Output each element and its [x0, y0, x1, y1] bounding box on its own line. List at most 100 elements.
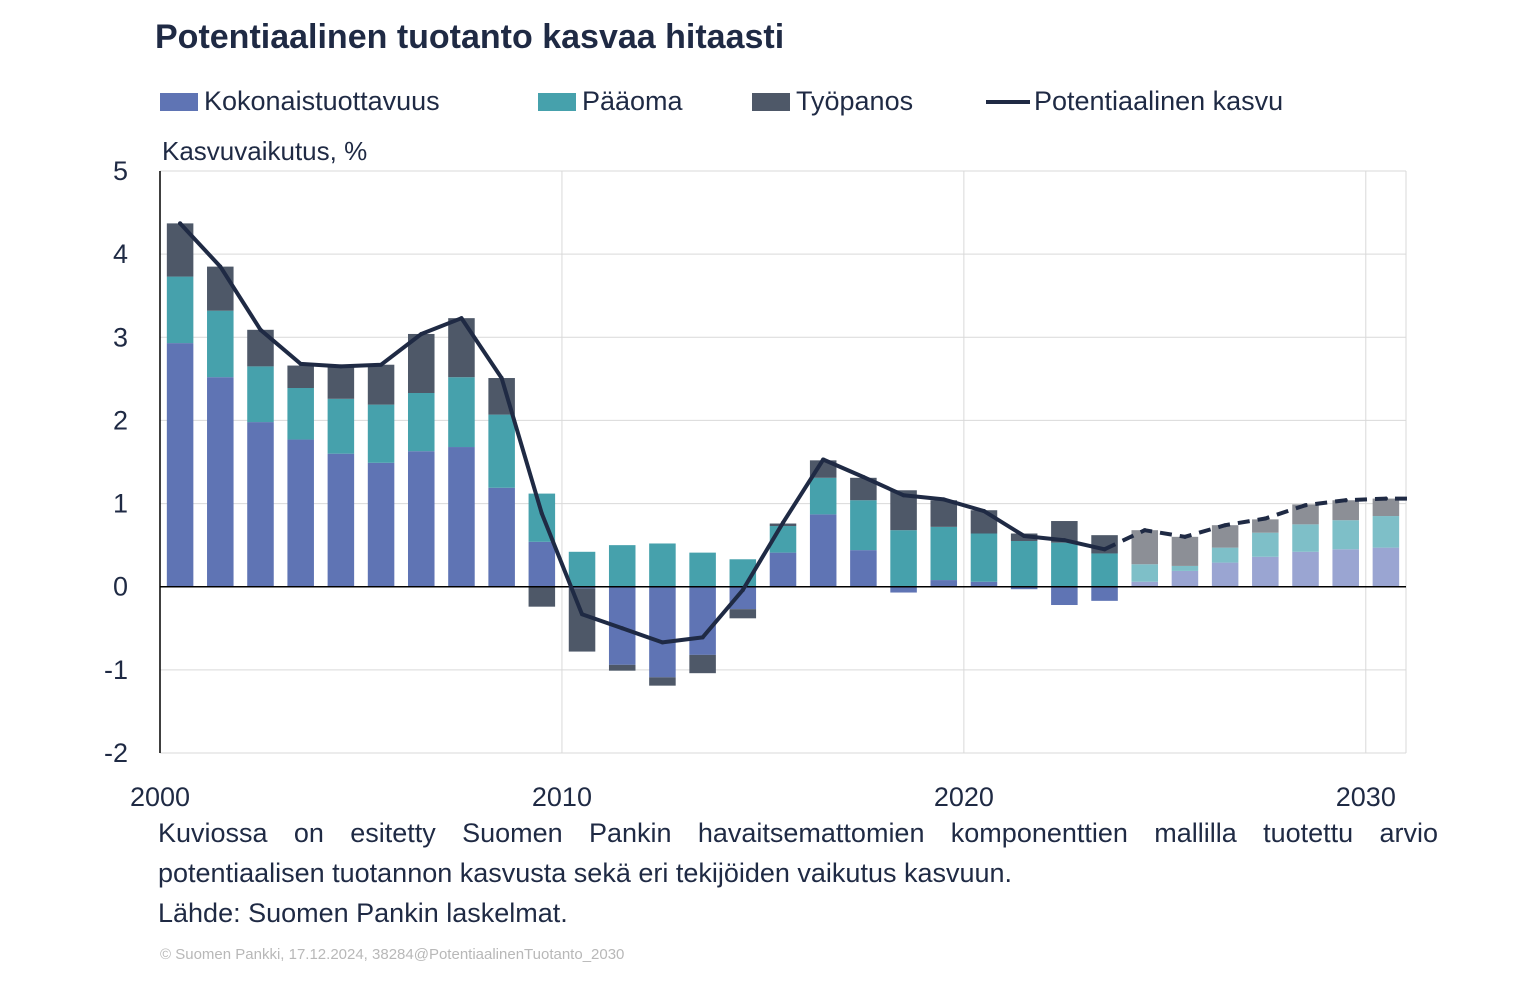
potential-growth-point	[861, 474, 866, 479]
potential-growth-point	[901, 493, 906, 498]
bar-tfp	[327, 453, 355, 587]
potential-growth-line	[178, 221, 1107, 645]
y-tick-label: 3	[113, 322, 128, 352]
bar-tfp	[809, 514, 837, 587]
bar-tfp-forecast	[1332, 549, 1359, 587]
legend-swatch-capital	[538, 92, 576, 111]
bar-capital	[287, 388, 314, 440]
y-tick-label: 0	[113, 572, 128, 602]
potential-growth-point	[1062, 538, 1067, 543]
bar-labour	[689, 654, 716, 674]
potential-growth-point	[620, 626, 625, 631]
bar-capital	[488, 414, 515, 488]
potential-growth-point	[379, 362, 384, 367]
legend-label-tfp: Kokonaistuottavuus	[204, 86, 440, 116]
y-tick-label: 1	[113, 489, 128, 519]
bar-tfp	[287, 439, 314, 587]
bar-tfp	[166, 343, 194, 587]
bar-tfp-forecast	[1131, 581, 1159, 587]
bar-tfp	[890, 586, 917, 593]
potential-growth-point	[298, 361, 303, 366]
bar-capital	[608, 545, 636, 587]
legend-item-capital: Pääoma	[538, 86, 683, 117]
bar-capital-forecast	[1171, 565, 1199, 571]
copyright-note: © Suomen Pankki, 17.12.2024, 38284@Poten…	[160, 946, 625, 963]
legend-label-labour: Työpanos	[796, 86, 914, 116]
bar-capital	[1091, 553, 1118, 587]
bar-capital	[448, 377, 475, 448]
potential-growth-point	[781, 520, 785, 525]
bar-capital	[890, 530, 917, 587]
legend: Kokonaistuottavuus Pääoma Työpanos Poten…	[0, 86, 1525, 120]
potential-growth-point	[660, 640, 665, 645]
y-tick-label: -1	[104, 655, 128, 685]
potential-growth-point	[941, 497, 946, 502]
y-tick-label: 2	[113, 405, 128, 435]
potential-growth-point	[580, 612, 585, 617]
y-tick-label: 4	[113, 239, 128, 269]
potential-growth-point	[1263, 516, 1268, 521]
bar-capital	[207, 310, 234, 378]
legend-item-potential: Potentiaalinen kasvu	[986, 86, 1283, 117]
potential-growth-point	[700, 635, 705, 640]
bar-tfp	[448, 447, 475, 587]
potential-growth-point	[499, 376, 504, 381]
bar-labour	[970, 510, 998, 534]
x-tick-label: 2030	[1336, 782, 1396, 812]
bar-tfp-forecast	[1252, 556, 1279, 587]
bar-labour	[649, 677, 676, 686]
legend-label-potential: Potentiaalinen kasvu	[1034, 86, 1284, 116]
bar-tfp	[689, 586, 716, 655]
potential-growth-point	[1182, 534, 1187, 539]
potential-growth-point	[1142, 528, 1147, 533]
legend-item-tfp: Kokonaistuottavuus	[160, 86, 440, 117]
potential-growth-point	[740, 588, 745, 593]
bar-labour	[1051, 521, 1078, 543]
bar-labour	[729, 609, 757, 619]
bar-tfp-forecast	[1372, 547, 1400, 587]
bar-labour-forecast	[1372, 498, 1400, 517]
bar-capital-forecast	[1252, 532, 1279, 557]
potential-growth-point	[821, 457, 826, 462]
bar-labour-forecast	[1131, 530, 1159, 565]
potential-growth-point	[1343, 498, 1348, 503]
bar-tfp	[367, 462, 395, 587]
legend-item-labour: Työpanos	[752, 86, 913, 117]
bar-labour-forecast	[1211, 525, 1239, 548]
bar-capital	[1010, 540, 1038, 587]
potential-growth-point	[218, 264, 223, 269]
bar-labour	[207, 266, 234, 311]
bar-labour	[367, 364, 395, 405]
x-tick-label: 2010	[532, 782, 592, 812]
x-tick-label: 2020	[934, 782, 994, 812]
caption-text: Kuviossa on esitetty Suomen Pankin havai…	[158, 818, 1438, 888]
bar-tfp	[729, 586, 757, 610]
bar-capital	[649, 543, 676, 587]
bar-capital	[1051, 542, 1078, 587]
y-axis-label: Kasvuvaikutus, %	[162, 136, 368, 166]
bar-labour	[407, 333, 435, 393]
bar-labour	[930, 500, 958, 527]
y-tick-label: -2	[104, 738, 128, 768]
potential-growth-point	[1223, 523, 1228, 528]
bar-capital	[568, 551, 596, 587]
potential-growth-point	[459, 316, 464, 321]
bar-tfp	[1010, 586, 1038, 590]
bar-labour	[608, 664, 636, 671]
bar-labour-forecast	[1252, 519, 1279, 533]
bar-labour	[287, 365, 314, 389]
y-tick-label: 5	[113, 156, 128, 186]
potential-growth-point	[338, 364, 343, 369]
bar-labour-forecast	[1332, 500, 1359, 521]
bar-labour	[327, 366, 355, 399]
bar-capital	[247, 366, 274, 423]
bar-tfp	[1091, 586, 1118, 601]
potential-growth-point	[178, 221, 183, 226]
x-tick-label: 2000	[130, 782, 190, 812]
bar-labour	[568, 588, 596, 652]
caption: Kuviossa on esitetty Suomen Pankin havai…	[158, 813, 1438, 893]
potential-growth-point	[1383, 496, 1388, 501]
potential-growth-point	[981, 509, 986, 514]
bar-tfp	[769, 552, 797, 587]
bar-labour-forecast	[1171, 536, 1199, 566]
